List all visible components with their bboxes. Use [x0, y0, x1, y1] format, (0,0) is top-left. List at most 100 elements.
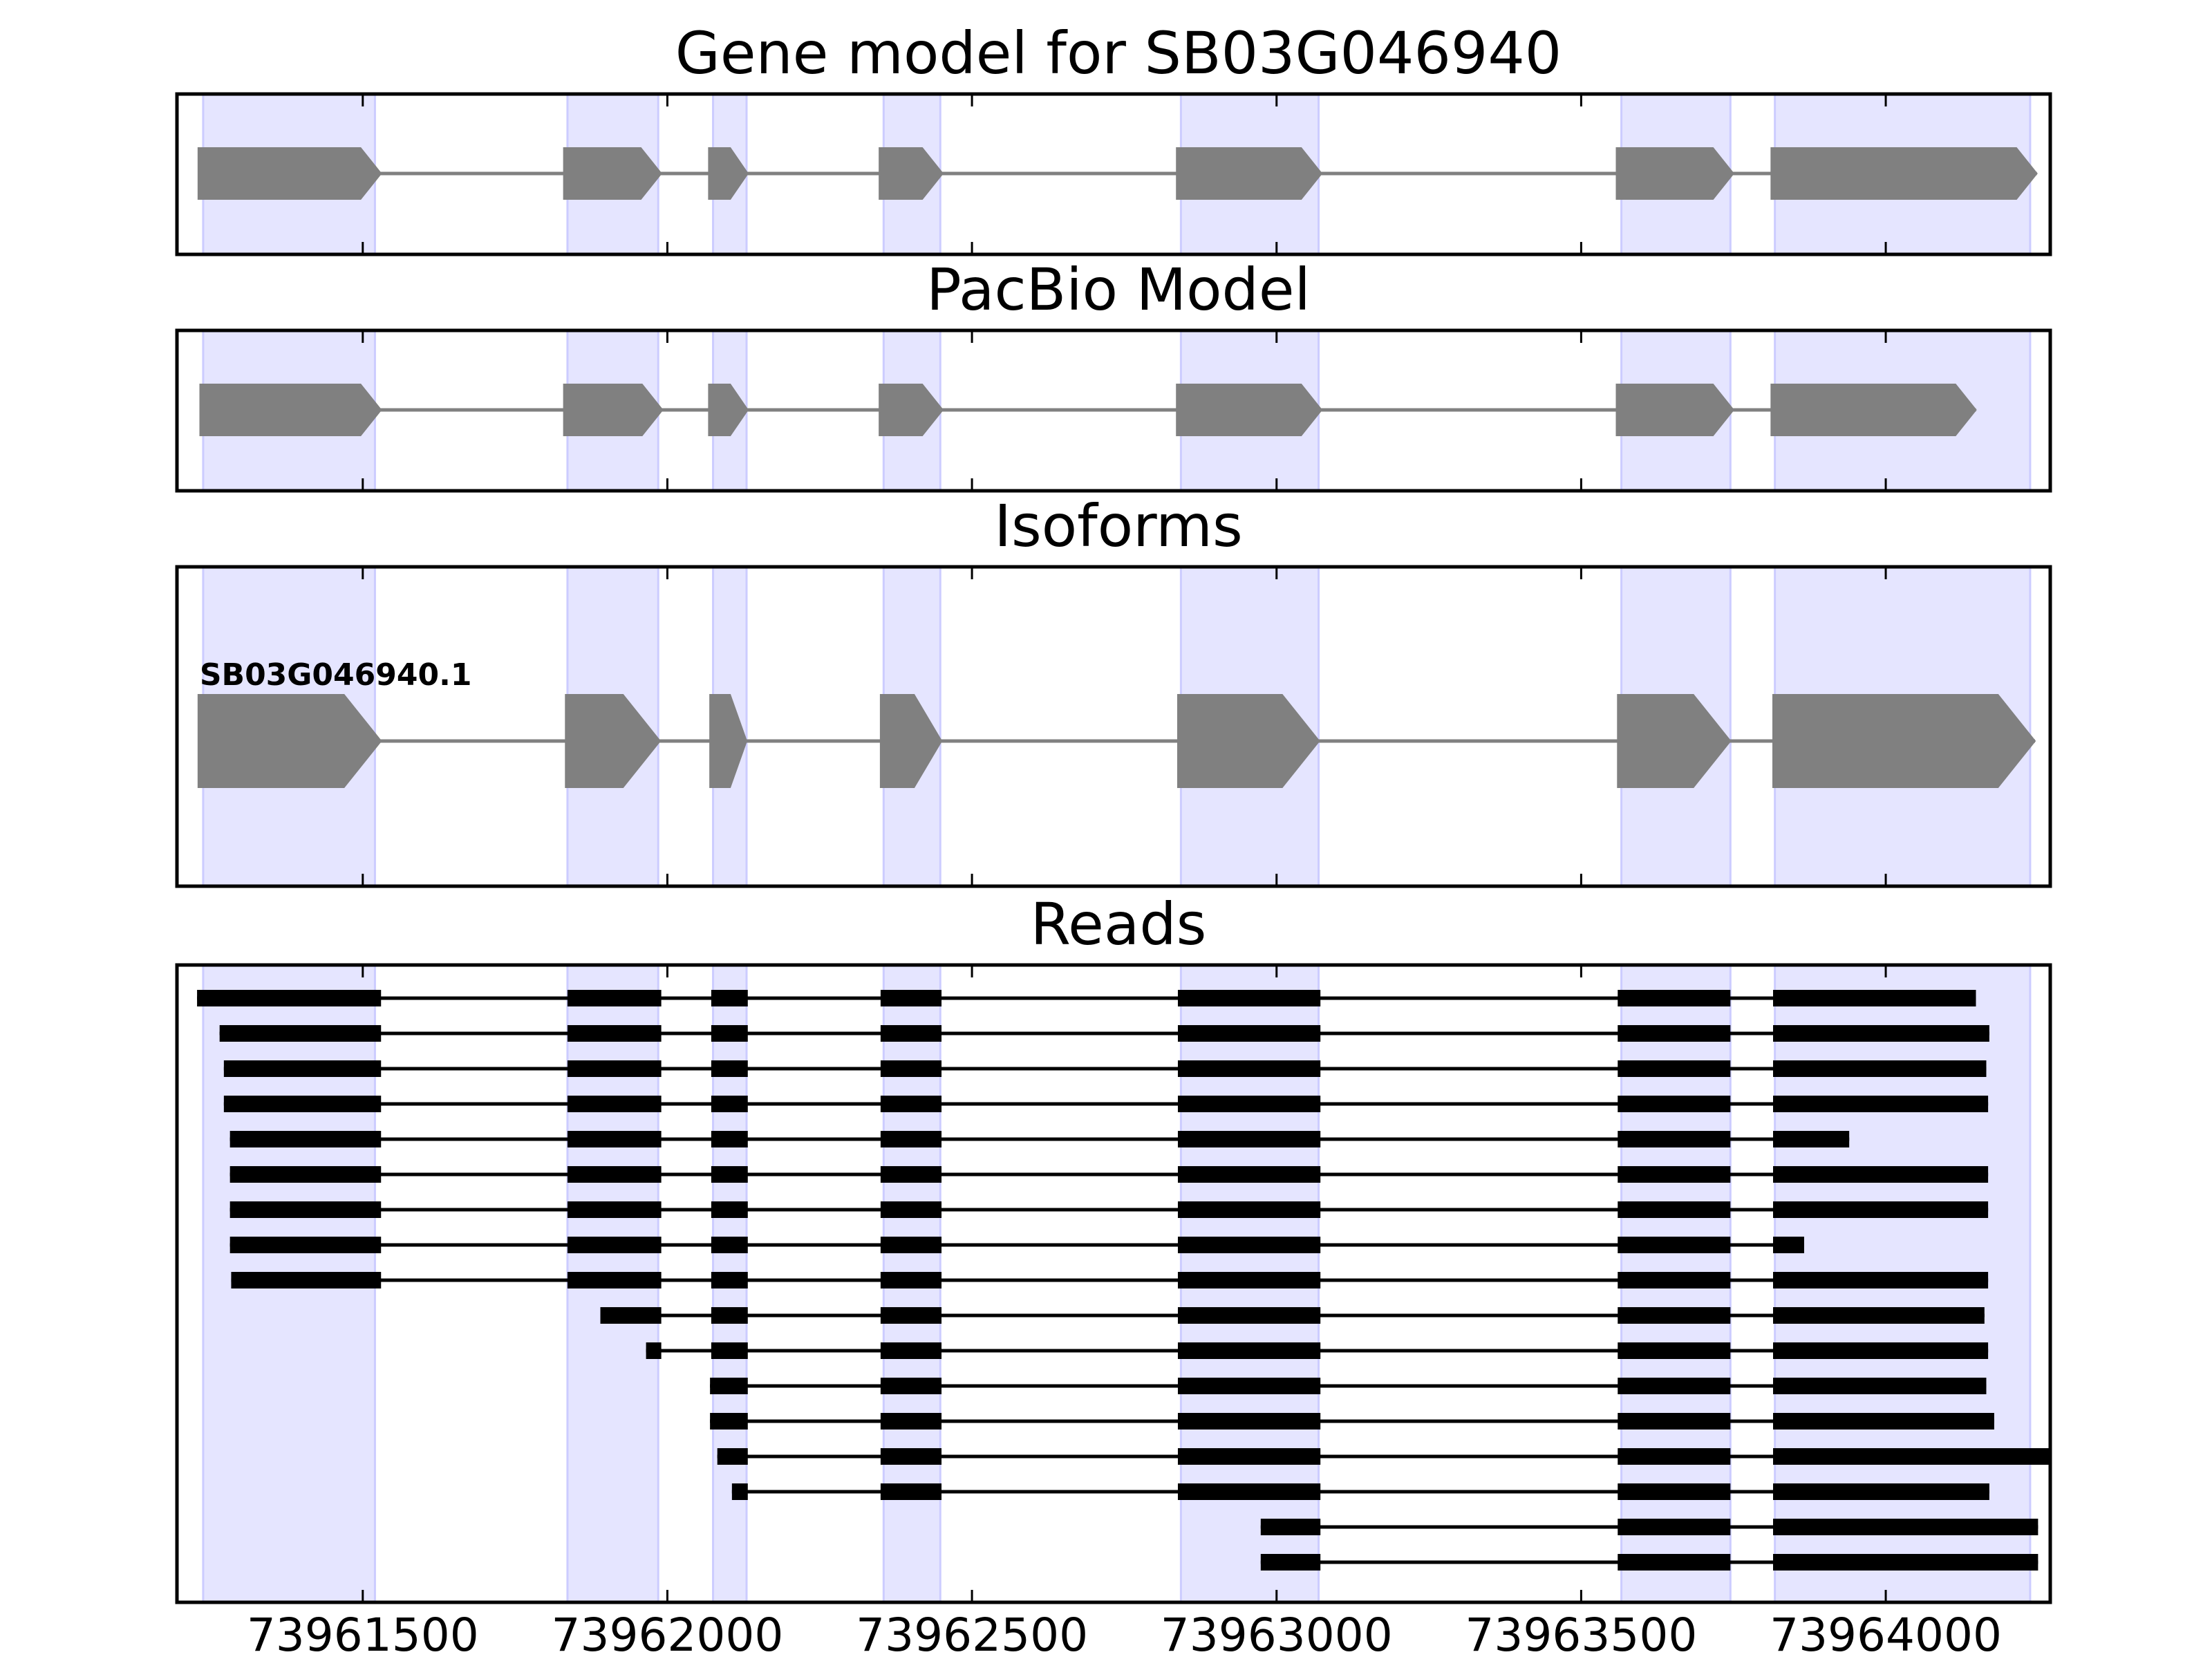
read-block: [1773, 1413, 1994, 1430]
read-block: [880, 990, 942, 1006]
read-row: [223, 1096, 1989, 1112]
read-block: [880, 1201, 942, 1218]
read-block: [711, 1166, 748, 1183]
read-block: [1618, 1342, 1731, 1359]
exon-shape: [1176, 384, 1323, 436]
read-row: [223, 1060, 1987, 1077]
read-block: [711, 1096, 748, 1112]
read-block: [229, 1131, 382, 1147]
exon-shape: [709, 694, 748, 788]
read-block: [646, 1342, 662, 1359]
x-tick-label: 73963000: [1161, 1609, 1393, 1659]
read-row: [646, 1342, 1989, 1359]
read-block: [710, 1378, 748, 1394]
read-block: [219, 1025, 382, 1042]
read-block: [880, 1237, 942, 1253]
exon-shape: [563, 384, 664, 436]
read-block: [1177, 1342, 1321, 1359]
read-block: [1618, 1272, 1731, 1288]
read-block: [1773, 1272, 1989, 1288]
panel-frame: [175, 92, 2052, 256]
x-tick-label: 73962000: [551, 1609, 783, 1659]
panel-frame: [175, 328, 2052, 493]
read-row: [231, 1272, 1989, 1288]
read-block: [1773, 1060, 1987, 1077]
read-block: [567, 1060, 662, 1077]
exon-shape: [708, 384, 749, 436]
read-block: [711, 1272, 748, 1288]
read-block: [1618, 1237, 1731, 1253]
exon-shape: [1770, 147, 2038, 200]
read-block: [1773, 1378, 1987, 1394]
read-block: [1618, 1307, 1731, 1324]
read-row: [731, 1483, 1989, 1500]
read-block: [1177, 1307, 1321, 1324]
read-block: [229, 1166, 382, 1183]
exon-shape: [879, 147, 944, 200]
gene-model-panel: [175, 92, 2052, 256]
read-block: [223, 1060, 382, 1077]
read-block: [1773, 1237, 1804, 1253]
read-block: [1177, 1131, 1321, 1147]
gene-model-title: Gene model for SB03G046940: [675, 19, 1562, 87]
read-block: [1177, 1060, 1321, 1077]
read-block: [1177, 1025, 1321, 1042]
read-block: [1773, 1519, 2038, 1535]
read-row: [1260, 1519, 2038, 1535]
read-block: [1177, 1448, 1321, 1465]
read-block: [567, 990, 662, 1006]
read-block: [880, 1166, 942, 1183]
read-row: [197, 990, 1976, 1006]
read-block: [1618, 990, 1731, 1006]
read-block: [567, 1237, 662, 1253]
read-block: [880, 1342, 942, 1359]
read-row: [219, 1025, 1989, 1042]
read-block: [567, 1201, 662, 1218]
read-block: [1618, 1166, 1731, 1183]
panel-frame: [175, 963, 2052, 1604]
read-block: [231, 1272, 382, 1288]
read-block: [1260, 1554, 1321, 1571]
isoforms-title: Isoforms: [994, 492, 1243, 560]
read-block: [1618, 1060, 1731, 1077]
read-block: [880, 1378, 942, 1394]
isoforms-panel: SB03G046940.1: [175, 565, 2052, 888]
read-block: [567, 1272, 662, 1288]
exon-shape: [197, 147, 382, 200]
read-block: [1773, 1025, 1989, 1042]
read-block: [567, 1025, 662, 1042]
read-block: [1773, 1166, 1989, 1183]
read-block: [711, 1131, 748, 1147]
read-block: [711, 1307, 748, 1324]
read-block: [880, 1096, 942, 1112]
read-block: [1618, 1096, 1731, 1112]
panel-frame: [175, 565, 2052, 888]
read-block: [1773, 1342, 1989, 1359]
read-block: [223, 1096, 382, 1112]
isoform-label: SB03G046940.1: [200, 657, 472, 693]
exon-shape: [1177, 694, 1320, 788]
x-tick-label: 73961500: [247, 1609, 479, 1659]
read-row: [710, 1413, 1994, 1430]
read-block: [1773, 1096, 1989, 1112]
read-block: [1177, 1201, 1321, 1218]
read-block: [1773, 1554, 2038, 1571]
exon-shape: [199, 384, 382, 436]
read-block: [880, 1307, 942, 1324]
exon-shape: [1615, 147, 1735, 200]
read-block: [1177, 1272, 1321, 1288]
read-block: [880, 1025, 942, 1042]
read-block: [600, 1307, 662, 1324]
x-tick-label: 73964000: [1770, 1609, 2002, 1659]
read-block: [711, 1201, 748, 1218]
read-block: [1177, 1413, 1321, 1430]
exon-shape: [708, 147, 749, 200]
read-block: [1177, 1378, 1321, 1394]
read-block: [1177, 990, 1321, 1006]
x-tick-label: 73962500: [856, 1609, 1088, 1659]
read-block: [1177, 1166, 1321, 1183]
read-block: [197, 990, 382, 1006]
read-block: [1773, 1131, 1850, 1147]
read-block: [711, 1025, 748, 1042]
